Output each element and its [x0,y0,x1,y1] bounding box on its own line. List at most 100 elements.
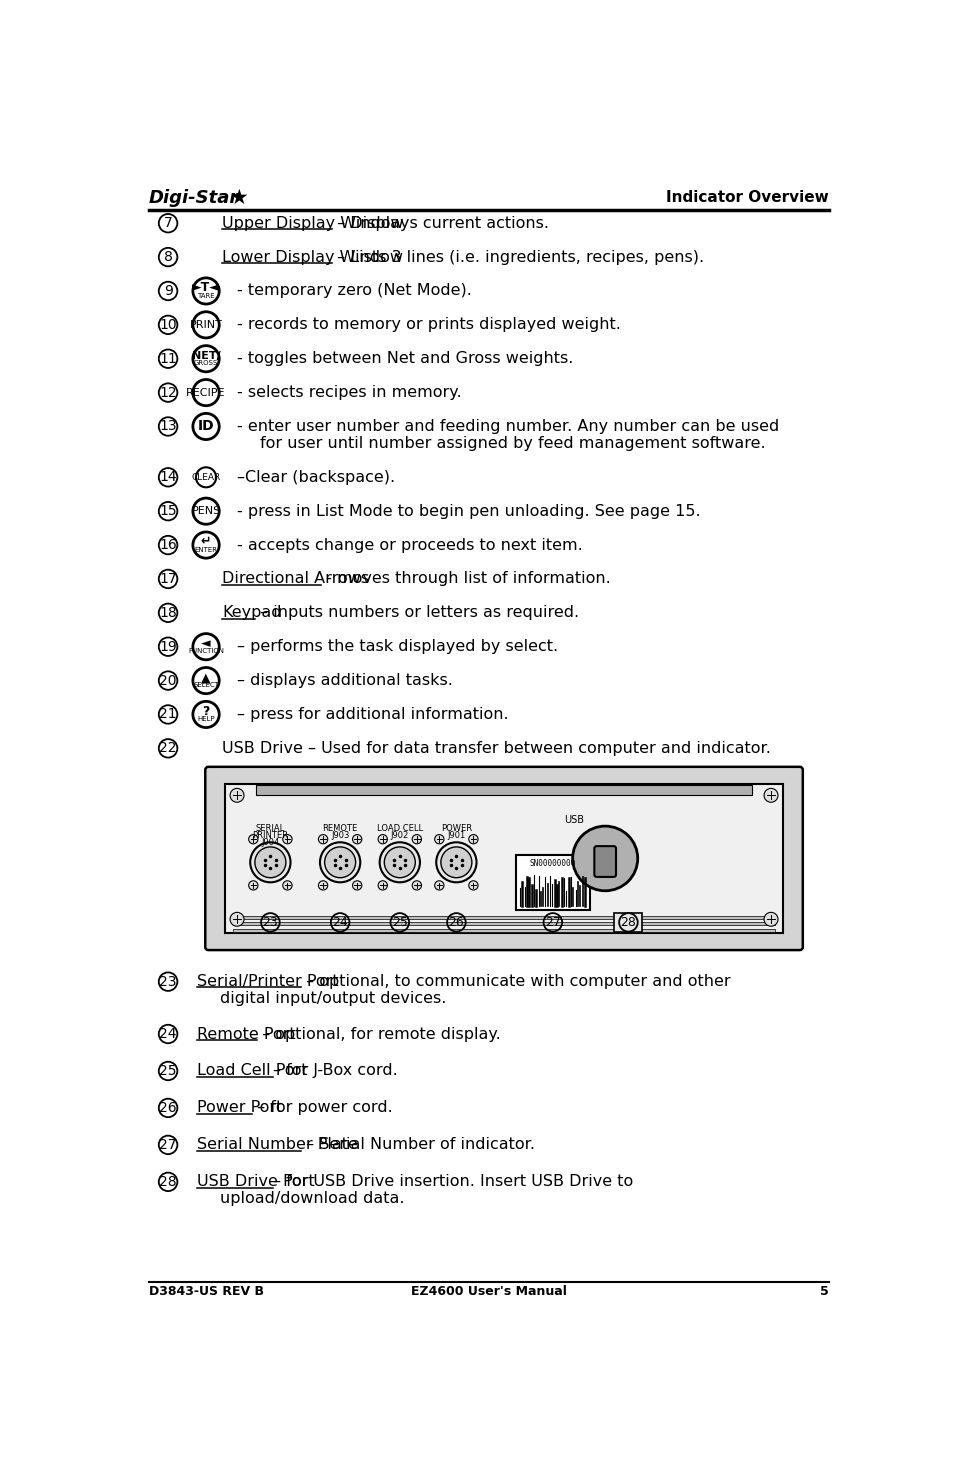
Bar [225,783,781,934]
Circle shape [440,847,472,878]
Circle shape [254,847,286,878]
Text: 16: 16 [159,538,176,552]
Text: digital input/output devices.: digital input/output devices. [220,991,446,1006]
Text: 19: 19 [159,640,176,653]
Text: Indicator Overview: Indicator Overview [666,190,828,205]
Text: - accepts change or proceeds to next item.: - accepts change or proceeds to next ite… [236,537,582,553]
Text: J903: J903 [331,830,349,839]
Text: – press for additional information.: – press for additional information. [236,707,508,721]
Circle shape [249,881,257,889]
Text: – for J-Box cord.: – for J-Box cord. [274,1063,397,1078]
Text: TARE: TARE [197,292,214,298]
Text: – for power cord.: – for power cord. [252,1100,392,1115]
Text: – Serial Number of indicator.: – Serial Number of indicator. [300,1137,535,1152]
Text: 28: 28 [619,916,636,929]
Text: 23: 23 [159,975,176,988]
Text: CLEAR: CLEAR [192,473,220,482]
Text: - moves through list of information.: - moves through list of information. [320,571,610,587]
Bar [233,916,774,919]
Circle shape [379,842,419,882]
Text: LOAD CELL: LOAD CELL [376,825,422,833]
Circle shape [436,842,476,882]
Text: – for USB Drive insertion. Insert USB Drive to: – for USB Drive insertion. Insert USB Dr… [274,1174,633,1189]
Text: – Displays current actions.: – Displays current actions. [332,215,548,230]
Circle shape [412,835,421,844]
Text: Directional Arrows: Directional Arrows [222,571,369,587]
Text: FUNCTION: FUNCTION [188,649,224,655]
Text: HELP: HELP [197,715,214,723]
Text: - toggles between Net and Gross weights.: - toggles between Net and Gross weights. [236,351,573,366]
Text: USB Drive – Used for data transfer between computer and indicator.: USB Drive – Used for data transfer betwe… [222,740,770,755]
Text: ★: ★ [230,187,249,208]
Text: – optional, for remote display.: – optional, for remote display. [256,1027,500,1041]
Text: Lower Display Window: Lower Display Window [222,249,403,264]
Circle shape [353,881,361,889]
Text: 9: 9 [164,285,172,298]
Text: - selects recipes in memory.: - selects recipes in memory. [236,385,461,400]
Text: 10: 10 [159,317,176,332]
Circle shape [412,881,421,889]
Text: PENS: PENS [192,506,220,516]
Text: J901: J901 [447,830,465,839]
Text: – Lists 3 lines (i.e. ingredients, recipes, pens).: – Lists 3 lines (i.e. ingredients, recip… [332,249,703,264]
FancyBboxPatch shape [205,767,802,950]
Circle shape [763,788,778,802]
Text: 22: 22 [159,742,176,755]
Text: 21: 21 [159,708,176,721]
Text: 26: 26 [159,1100,176,1115]
Text: 20: 20 [159,674,176,687]
Text: 25: 25 [159,1063,176,1078]
Text: USB: USB [563,816,583,825]
Text: Load Cell Port: Load Cell Port [196,1063,307,1078]
Text: ID: ID [197,419,214,434]
Circle shape [763,913,778,926]
Bar [233,922,774,925]
Circle shape [377,835,387,844]
Text: Remote Port: Remote Port [196,1027,295,1041]
Text: for user until number assigned by feed management software.: for user until number assigned by feed m… [260,437,765,451]
Bar [233,929,774,932]
Circle shape [435,835,443,844]
Text: ◄: ◄ [201,637,211,650]
Bar [516,854,589,910]
Text: - temporary zero (Net Mode).: - temporary zero (Net Mode). [236,283,472,298]
Text: 15: 15 [159,504,176,518]
Text: Upper Display Window: Upper Display Window [222,215,403,230]
Text: Power Port: Power Port [196,1100,282,1115]
Text: 26: 26 [448,916,464,929]
Text: RECIPE: RECIPE [186,388,226,398]
Circle shape [319,842,360,882]
Text: GROSS: GROSS [193,360,218,366]
Text: Keypad: Keypad [222,605,281,621]
Text: 11: 11 [159,351,176,366]
Text: 13: 13 [159,419,176,434]
Text: Serial/Printer Port: Serial/Printer Port [196,974,338,990]
Circle shape [572,826,637,891]
Circle shape [353,835,361,844]
Circle shape [384,847,415,878]
Text: 24: 24 [332,916,348,929]
Text: ▲: ▲ [201,671,211,684]
Text: D3843-US REV B: D3843-US REV B [149,1285,263,1298]
Text: ↵: ↵ [200,535,211,549]
Text: EZ4600 User's Manual: EZ4600 User's Manual [411,1285,566,1298]
Text: POWER: POWER [440,825,472,833]
Text: ►T◄: ►T◄ [192,282,220,295]
Text: 8: 8 [164,251,172,264]
Text: 28: 28 [159,1176,176,1189]
Text: – performs the task displayed by select.: – performs the task displayed by select. [236,639,558,655]
Text: SN00000000: SN00000000 [529,858,576,867]
Circle shape [282,835,292,844]
Text: 12: 12 [159,385,176,400]
Text: 25: 25 [392,916,407,929]
Circle shape [230,788,244,802]
FancyBboxPatch shape [594,847,616,878]
Text: – inputs numbers or letters as required.: – inputs numbers or letters as required. [255,605,578,621]
Text: ENTER: ENTER [194,547,217,553]
Circle shape [377,881,387,889]
Text: 24: 24 [159,1027,176,1041]
Circle shape [249,835,257,844]
Circle shape [250,842,291,882]
Text: upload/download data.: upload/download data. [220,1192,404,1207]
Text: 14: 14 [159,471,176,484]
